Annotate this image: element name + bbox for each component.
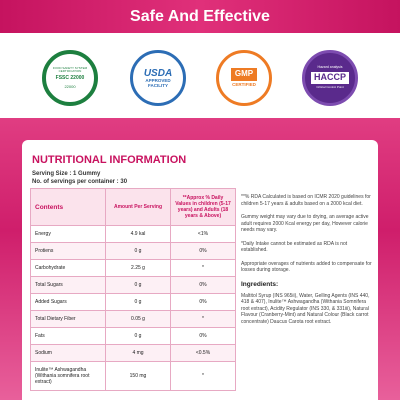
table-cell: *	[170, 259, 236, 277]
ingredients-title: Ingredients:	[241, 280, 279, 288]
table-row: Added Sugars 0 g 0%	[30, 293, 236, 311]
servings: No. of servings per container : 30	[32, 179, 128, 185]
table-cell: 0%	[170, 242, 236, 260]
table-cell: 0 g	[105, 327, 171, 345]
table-cell: 0%	[170, 276, 236, 294]
table-cell: 150 mg	[105, 361, 171, 391]
table-cell: Total Dietary Fiber	[30, 310, 106, 328]
note: Gummy weight may vary due to drying, an …	[241, 214, 369, 233]
badge: GMP CERTIFIED	[216, 50, 272, 106]
table-cell: 2.25 g	[105, 259, 171, 277]
header-cell: Contents	[30, 188, 106, 226]
table-row: Total Sugars 0 g 0%	[30, 276, 236, 294]
notes: **% RDA Calculated is based on ICMR 2020…	[241, 194, 373, 325]
header-cell: **Approx % Daily Values in children (5-1…	[170, 188, 236, 226]
table-cell: 0 g	[105, 242, 171, 260]
header-cell: Amount Per Serving	[105, 188, 171, 226]
table-row: Inulite™ Ashwagandha (Withania somnifera…	[30, 361, 236, 391]
table-row: Total Dietary Fiber 0.05 g *	[30, 310, 236, 328]
table-cell: 0%	[170, 327, 236, 345]
table-cell: 0.05 g	[105, 310, 171, 328]
note: **% RDA Calculated is based on ICMR 2020…	[241, 194, 371, 207]
table-cell: <0.5%	[170, 344, 236, 362]
header-band: Safe And Effective	[0, 0, 400, 33]
badge-top: USDA	[143, 67, 173, 79]
table-cell: Total Sugars	[30, 276, 106, 294]
badge: Hazard analysis HACCP Critical Control P…	[302, 50, 358, 106]
badge-main: FSSC 22000	[55, 75, 85, 82]
note: *Daily Intake cannot be estimated as RDA…	[241, 240, 348, 254]
table-cell: 0 g	[105, 293, 171, 311]
nutrition-table: Contents Amount Per Serving **Approx % Dai…	[30, 188, 236, 391]
badge-main: HACCP	[310, 72, 349, 85]
badge: USDA APPROVED FACILITY	[130, 50, 186, 106]
table-row: Sodium 4 mg <0.5%	[30, 344, 236, 362]
serving-size: Serving Size : 1 Gummy	[32, 171, 101, 177]
badge-main: APPROVED FACILITY	[145, 77, 171, 88]
table-header-row: Contents Amount Per Serving **Approx % Dai…	[30, 188, 236, 226]
table-cell: <1%	[170, 225, 236, 243]
table-cell: Carbohydrate	[30, 259, 106, 277]
table-cell: Fats	[30, 327, 106, 345]
ingredients: Maltitol Syrup (INS 965ii), Water, Gelli…	[241, 292, 370, 325]
table-cell: Added Sugars	[30, 293, 106, 311]
table-row: Protiens 0 g 0%	[30, 242, 236, 260]
badge: FOOD SAFETY SYSTEM CERTIFICATION FSSC 22…	[42, 50, 98, 106]
note: Appropriate overages of nutrients added …	[241, 260, 372, 274]
table-cell: 4 mg	[105, 344, 171, 362]
header-title: Safe And Effective	[130, 8, 270, 25]
table-cell: Inulite™ Ashwagandha (Withania somnifera…	[30, 361, 106, 391]
badge-top: GMP	[230, 68, 258, 81]
table-cell: *	[170, 361, 236, 391]
table-row: Energy 4.9 kal <1%	[30, 225, 236, 243]
table-row: Carbohydrate 2.25 g *	[30, 259, 236, 277]
badge-top: FOOD SAFETY SYSTEM CERTIFICATION	[52, 65, 88, 74]
table-cell: 4.9 kal	[105, 225, 171, 243]
table-row: Fats 0 g 0%	[30, 327, 236, 345]
table-cell: Protiens	[30, 242, 106, 260]
badge-bottom: Critical Control Point	[316, 85, 344, 90]
badge-top: Hazard analysis	[317, 65, 343, 70]
badge-bottom: 22000	[64, 83, 76, 89]
badge-main: CERTIFIED	[232, 81, 256, 87]
table-cell: *	[170, 310, 236, 328]
table-cell: Energy	[30, 225, 106, 243]
table-cell: 0 g	[105, 276, 171, 294]
table-cell: Sodium	[30, 344, 106, 362]
nutrition-title: NUTRITIONAL INFORMATION	[32, 154, 187, 166]
nutrition-card: NUTRITIONAL INFORMATION Serving Size : 1…	[22, 140, 378, 400]
table-cell: 0%	[170, 293, 236, 311]
